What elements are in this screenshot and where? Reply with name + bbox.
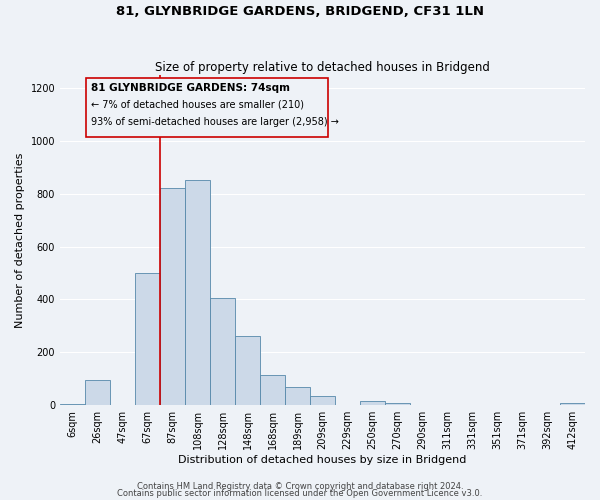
Title: Size of property relative to detached houses in Bridgend: Size of property relative to detached ho… [155,60,490,74]
Bar [560,402,585,405]
Bar [86,78,328,137]
Bar [85,380,110,405]
Text: 81, GLYNBRIDGE GARDENS, BRIDGEND, CF31 1LN: 81, GLYNBRIDGE GARDENS, BRIDGEND, CF31 1… [116,5,484,18]
Bar [385,402,410,405]
X-axis label: Distribution of detached houses by size in Bridgend: Distribution of detached houses by size … [178,455,467,465]
Bar [160,188,185,405]
Y-axis label: Number of detached properties: Number of detached properties [15,152,25,328]
Bar [60,404,85,405]
Text: 93% of semi-detached houses are larger (2,958) →: 93% of semi-detached houses are larger (… [91,117,339,127]
Bar [235,336,260,405]
Text: ← 7% of detached houses are smaller (210): ← 7% of detached houses are smaller (210… [91,100,304,110]
Bar [310,396,335,405]
Text: Contains HM Land Registry data © Crown copyright and database right 2024.: Contains HM Land Registry data © Crown c… [137,482,463,491]
Text: Contains public sector information licensed under the Open Government Licence v3: Contains public sector information licen… [118,490,482,498]
Bar [210,298,235,405]
Bar [185,180,210,405]
Bar [135,273,160,405]
Bar [360,401,385,405]
Text: 81 GLYNBRIDGE GARDENS: 74sqm: 81 GLYNBRIDGE GARDENS: 74sqm [91,82,290,92]
Bar [260,375,285,405]
Bar [285,386,310,405]
